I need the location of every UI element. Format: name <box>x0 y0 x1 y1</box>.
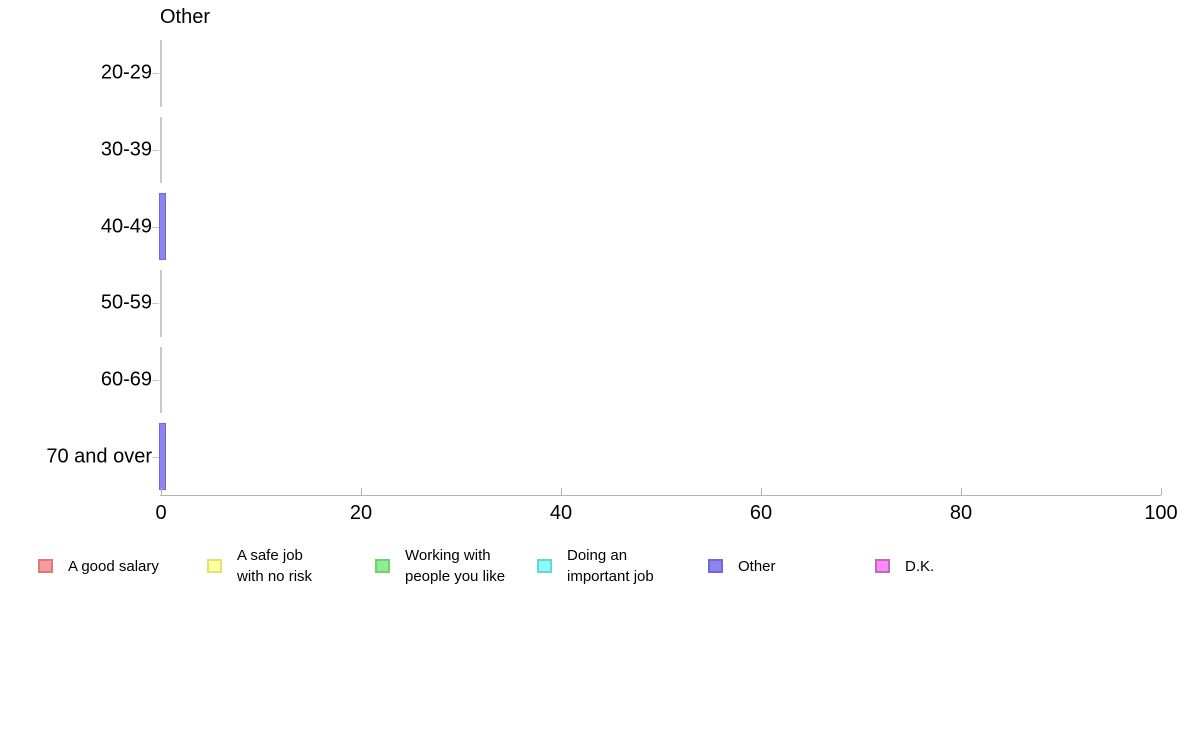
legend-item: A good salary <box>38 543 159 589</box>
legend-label: Working with people you like <box>405 547 506 585</box>
legend-swatch <box>38 559 53 573</box>
zero-value-bar <box>160 40 162 107</box>
x-tick <box>761 488 762 495</box>
legend-swatch <box>537 559 552 573</box>
y-axis-label: 40-49 <box>100 215 152 238</box>
zero-value-bar <box>160 116 162 184</box>
y-tick <box>152 73 159 74</box>
legend-swatch <box>708 559 723 573</box>
x-tick <box>961 488 962 495</box>
y-tick <box>152 380 159 381</box>
legend-label: Other <box>738 557 776 575</box>
x-tick <box>561 488 562 495</box>
x-tick-label: 60 <box>749 502 773 524</box>
bar <box>159 193 166 260</box>
legend-swatch <box>875 559 890 573</box>
x-tick-label: 100 <box>1144 502 1178 524</box>
legend-label: D.K. <box>905 557 935 575</box>
legend-swatch <box>207 559 222 573</box>
legend-item: A safe job with no risk <box>207 543 312 589</box>
legend-item: Other <box>708 543 776 589</box>
y-axis-label: 20-29 <box>100 61 152 84</box>
y-axis-label: 30-39 <box>100 138 152 161</box>
y-tick <box>152 303 159 304</box>
legend-label: Doing an important job <box>567 547 654 585</box>
y-tick <box>152 227 159 228</box>
y-axis-label: 50-59 <box>100 291 152 314</box>
chart-title: Other <box>160 6 211 28</box>
zero-value-bar <box>160 270 162 337</box>
legend-swatch <box>375 559 390 573</box>
x-tick <box>1161 488 1162 495</box>
legend-item: Working with people you like <box>375 543 505 589</box>
x-tick <box>361 488 362 495</box>
y-tick <box>152 150 159 151</box>
x-tick-label: 80 <box>949 502 973 524</box>
legend-label: A safe job with no risk <box>237 547 313 585</box>
y-axis-label: 60-69 <box>100 368 152 391</box>
y-axis-label: 70 and over <box>46 445 152 468</box>
legend-item: Doing an important job <box>537 543 654 589</box>
zero-value-bar <box>160 346 162 414</box>
y-tick <box>152 457 159 458</box>
bar <box>159 423 166 490</box>
legend-item: D.K. <box>875 543 934 589</box>
x-tick-label: 20 <box>349 502 373 524</box>
x-axis-line <box>160 495 1161 496</box>
x-tick-label: 0 <box>155 502 167 524</box>
x-tick-label: 40 <box>549 502 573 524</box>
legend-label: A good salary <box>68 557 159 575</box>
x-tick <box>161 488 162 495</box>
